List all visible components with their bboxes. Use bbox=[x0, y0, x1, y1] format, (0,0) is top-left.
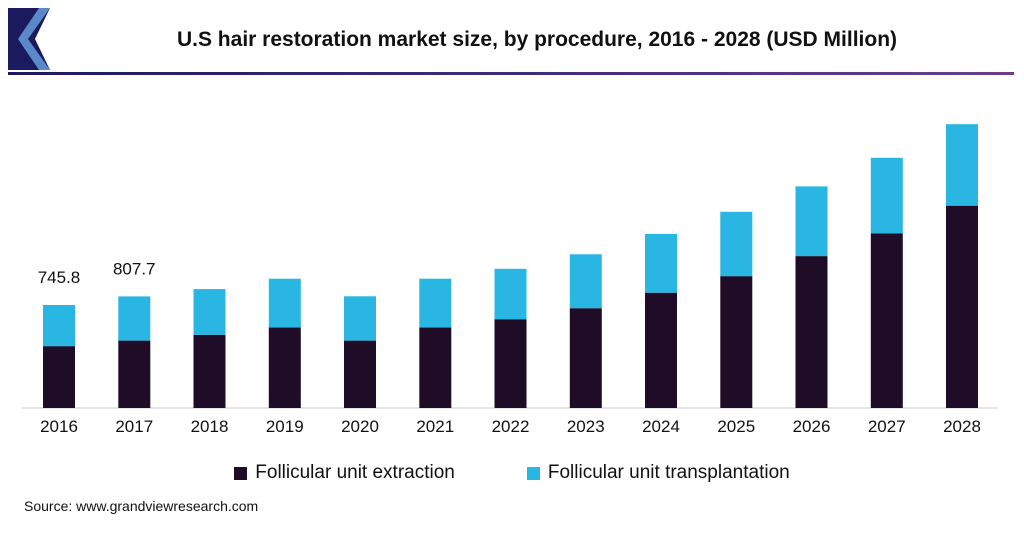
data-label-2016: 745.8 bbox=[38, 268, 81, 287]
bar-fut-2027 bbox=[870, 157, 903, 234]
source-note: Source: www.grandviewresearch.com bbox=[24, 498, 259, 514]
bar-fue-2028 bbox=[946, 205, 978, 408]
x-tick-label-2017: 2017 bbox=[115, 417, 153, 436]
x-tick-label-2018: 2018 bbox=[191, 417, 229, 436]
chart-legend: Follicular unit extraction Follicular un… bbox=[0, 462, 1024, 484]
bar-fut-2023 bbox=[569, 254, 602, 309]
bar-fut-2020 bbox=[344, 296, 376, 341]
chart-title: U.S hair restoration market size, by pro… bbox=[176, 28, 898, 51]
x-tick-label-2019: 2019 bbox=[266, 417, 304, 436]
bar-fue-2020 bbox=[344, 340, 376, 408]
title-divider bbox=[8, 72, 1014, 75]
bar-fut-2025 bbox=[720, 211, 753, 277]
bar-fut-2028 bbox=[946, 124, 978, 206]
data-label-2017: 807.7 bbox=[113, 259, 156, 278]
bar-fut-2026 bbox=[795, 186, 828, 257]
legend-item-fue: Follicular unit extraction bbox=[234, 462, 455, 484]
stacked-bar-chart: 2016 745.8 2017 807.7 2018 2019 2020 2021 2022 20… bbox=[22, 124, 998, 436]
bar-fue-2026 bbox=[795, 256, 828, 408]
bar-fut-2019 bbox=[268, 278, 301, 328]
bar-fut-2018 bbox=[193, 289, 226, 335]
bar-fue-2019 bbox=[268, 327, 301, 408]
x-tick-label-2023: 2023 bbox=[567, 417, 605, 436]
x-tick-label-2020: 2020 bbox=[341, 417, 379, 436]
legend-label-fue: Follicular unit extraction bbox=[255, 462, 455, 483]
bar-fue-2018 bbox=[193, 334, 226, 408]
x-tick-label-2028: 2028 bbox=[943, 417, 981, 436]
bar-fue-2022 bbox=[494, 319, 527, 408]
bar-fue-2023 bbox=[569, 308, 602, 408]
bar-fue-2016 bbox=[43, 346, 75, 408]
legend-swatch-fut bbox=[526, 466, 540, 480]
x-tick-label-2016: 2016 bbox=[40, 417, 78, 436]
x-tick-label-2024: 2024 bbox=[642, 417, 680, 436]
bar-fut-2016 bbox=[43, 305, 75, 347]
legend-swatch-fue bbox=[234, 466, 248, 480]
x-tick-label-2021: 2021 bbox=[416, 417, 454, 436]
legend-item-fut: Follicular unit transplantation bbox=[526, 462, 790, 484]
x-tick-label-2025: 2025 bbox=[717, 417, 755, 436]
bar-fut-2017 bbox=[118, 296, 151, 341]
x-tick-label-2026: 2026 bbox=[793, 417, 831, 436]
bar-fue-2025 bbox=[720, 276, 753, 408]
bar-fue-2024 bbox=[645, 292, 677, 408]
legend-label-fut: Follicular unit transplantation bbox=[547, 462, 790, 483]
bar-fue-2017 bbox=[118, 340, 151, 408]
bar-fut-2021 bbox=[419, 278, 452, 328]
x-tick-label-2027: 2027 bbox=[868, 417, 906, 436]
bar-fue-2027 bbox=[870, 233, 903, 408]
x-tick-label-2022: 2022 bbox=[492, 417, 530, 436]
bar-fut-2024 bbox=[645, 234, 677, 293]
bar-fue-2021 bbox=[419, 327, 452, 408]
company-logo bbox=[8, 8, 50, 70]
bar-fut-2022 bbox=[494, 268, 527, 320]
